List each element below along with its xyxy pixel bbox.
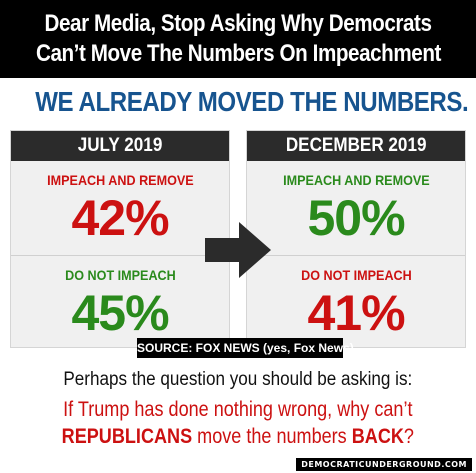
panel-title-text: DECEMBER 2019 — [285, 135, 427, 156]
footer-watermark: DEMOCRATICUNDERGROUND.COM — [296, 458, 472, 471]
section-label-text: IMPEACH AND REMOVE — [46, 172, 194, 188]
panel-title-text: JULY 2019 — [77, 135, 163, 156]
emphasis-back: BACK — [351, 425, 405, 448]
percent-value: 50% — [307, 190, 405, 246]
banner-heading: WE ALREADY MOVED THE NUMBERS. — [0, 82, 476, 122]
question-main: If Trump has done nothing wrong, why can… — [0, 396, 476, 450]
percent-value: 45% — [71, 285, 169, 341]
question-mid-text: move the numbers — [192, 425, 352, 448]
section-do-not-impeach: DO NOT IMPEACH 41% — [247, 255, 465, 348]
section-impeach: IMPEACH AND REMOVE 50% — [247, 161, 465, 254]
right-arrow-icon — [205, 222, 271, 278]
headline-line-2: Can’t Move The Numbers On Impeachment — [35, 40, 441, 67]
headline-line-1: Dear Media, Stop Asking Why Democrats — [44, 10, 432, 37]
section-impeach: IMPEACH AND REMOVE 42% — [11, 161, 229, 254]
source-label: SOURCE: FOX NEWS (yes, Fox News) — [137, 338, 354, 358]
headline-bar: Dear Media, Stop Asking Why Democrats Ca… — [0, 0, 476, 78]
emphasis-republicans: REPUBLICANS — [61, 425, 193, 448]
section-label-text: IMPEACH AND REMOVE — [282, 172, 430, 188]
question-line-b: REPUBLICANS move the numbers BACK? — [62, 423, 414, 450]
banner-text: WE ALREADY MOVED THE NUMBERS. — [35, 86, 469, 117]
section-label: DO NOT IMPEACH — [247, 266, 465, 284]
section-label: DO NOT IMPEACH — [11, 266, 229, 284]
question-line-a: If Trump has done nothing wrong, why can… — [63, 398, 413, 421]
panel-december: DECEMBER 2019 IMPEACH AND REMOVE 50% DO … — [246, 130, 466, 348]
percent-value: 41% — [307, 285, 405, 341]
question-intro: Perhaps the question you should be askin… — [0, 368, 476, 392]
question-intro-text: Perhaps the question you should be askin… — [63, 369, 413, 390]
section-label: IMPEACH AND REMOVE — [247, 171, 465, 189]
panel-title: JULY 2019 — [11, 131, 229, 161]
question-mark: ? — [404, 425, 415, 448]
panel-title: DECEMBER 2019 — [247, 131, 465, 161]
section-do-not-impeach: DO NOT IMPEACH 45% — [11, 255, 229, 348]
panel-july: JULY 2019 IMPEACH AND REMOVE 42% DO NOT … — [10, 130, 230, 348]
section-label: IMPEACH AND REMOVE — [11, 171, 229, 189]
percent-value: 42% — [71, 190, 169, 246]
section-label-text: DO NOT IMPEACH — [300, 267, 412, 283]
question-main-text: If Trump has done nothing wrong, why can… — [62, 396, 414, 450]
section-label-text: DO NOT IMPEACH — [64, 267, 176, 283]
